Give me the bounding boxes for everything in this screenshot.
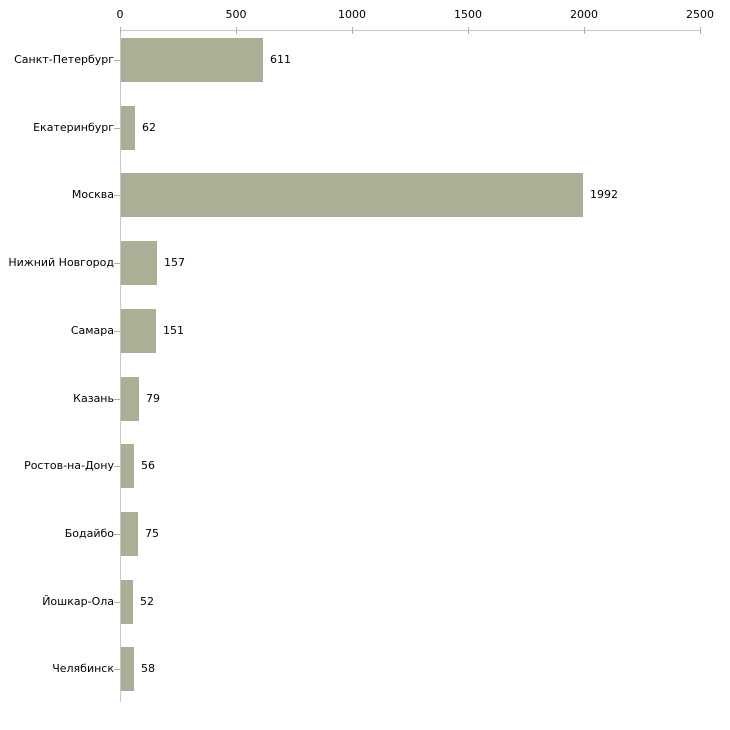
category-tick xyxy=(114,533,120,535)
category-label: Санкт-Петербург xyxy=(14,53,114,66)
category-tick xyxy=(114,466,120,468)
category-tick xyxy=(114,398,120,400)
category-tick xyxy=(114,601,120,603)
bar xyxy=(121,241,157,286)
category-label: Самара xyxy=(70,323,114,337)
bar xyxy=(121,511,138,556)
x-axis-tick xyxy=(352,27,353,34)
value-label: 58 xyxy=(141,662,155,676)
x-axis-tick xyxy=(120,27,121,34)
category-tick xyxy=(114,330,120,332)
x-axis-tick-label: 2500 xyxy=(686,8,714,21)
category-label: Екатеринбург xyxy=(33,120,114,134)
x-axis-tick-label: 0 xyxy=(116,8,124,21)
value-label: 151 xyxy=(163,323,184,337)
x-axis-tick-label: 500 xyxy=(225,8,247,21)
bar xyxy=(121,444,134,489)
bar xyxy=(121,173,583,218)
x-axis-tick-label: 2000 xyxy=(570,8,598,21)
y-axis-line xyxy=(120,30,121,702)
value-label: 611 xyxy=(270,53,291,66)
value-label: 52 xyxy=(140,594,154,608)
value-label: 62 xyxy=(142,120,156,134)
value-label: 56 xyxy=(141,459,155,473)
value-label: 1992 xyxy=(590,188,618,202)
category-label: Казань xyxy=(73,391,114,405)
bar xyxy=(121,105,135,150)
value-label: 75 xyxy=(145,526,159,540)
x-axis-tick-label: 1500 xyxy=(454,8,482,21)
x-axis-line xyxy=(120,30,701,31)
x-axis-tick xyxy=(584,27,585,34)
category-label: Ростов-на-Дону xyxy=(24,459,114,473)
category-label: Нижний Новгород xyxy=(8,256,114,270)
category-tick xyxy=(114,195,120,197)
x-axis-tick xyxy=(700,27,701,34)
bar xyxy=(121,647,134,692)
category-label: Йошкар-Ола xyxy=(42,594,114,608)
category-tick xyxy=(114,669,120,671)
category-tick xyxy=(114,263,120,265)
category-label: Бодайбо xyxy=(64,526,114,540)
category-tick xyxy=(114,127,120,129)
category-label: Челябинск xyxy=(52,662,114,676)
x-axis-tick-label: 1000 xyxy=(338,8,366,21)
bar xyxy=(121,579,133,624)
category-tick xyxy=(114,60,120,61)
value-label: 79 xyxy=(146,391,160,405)
bar xyxy=(121,38,263,82)
bar xyxy=(121,376,139,421)
x-axis-tick xyxy=(468,27,469,34)
bar xyxy=(121,308,156,353)
x-axis-tick xyxy=(236,27,237,34)
value-label: 157 xyxy=(164,256,185,270)
category-label: Москва xyxy=(71,188,114,202)
